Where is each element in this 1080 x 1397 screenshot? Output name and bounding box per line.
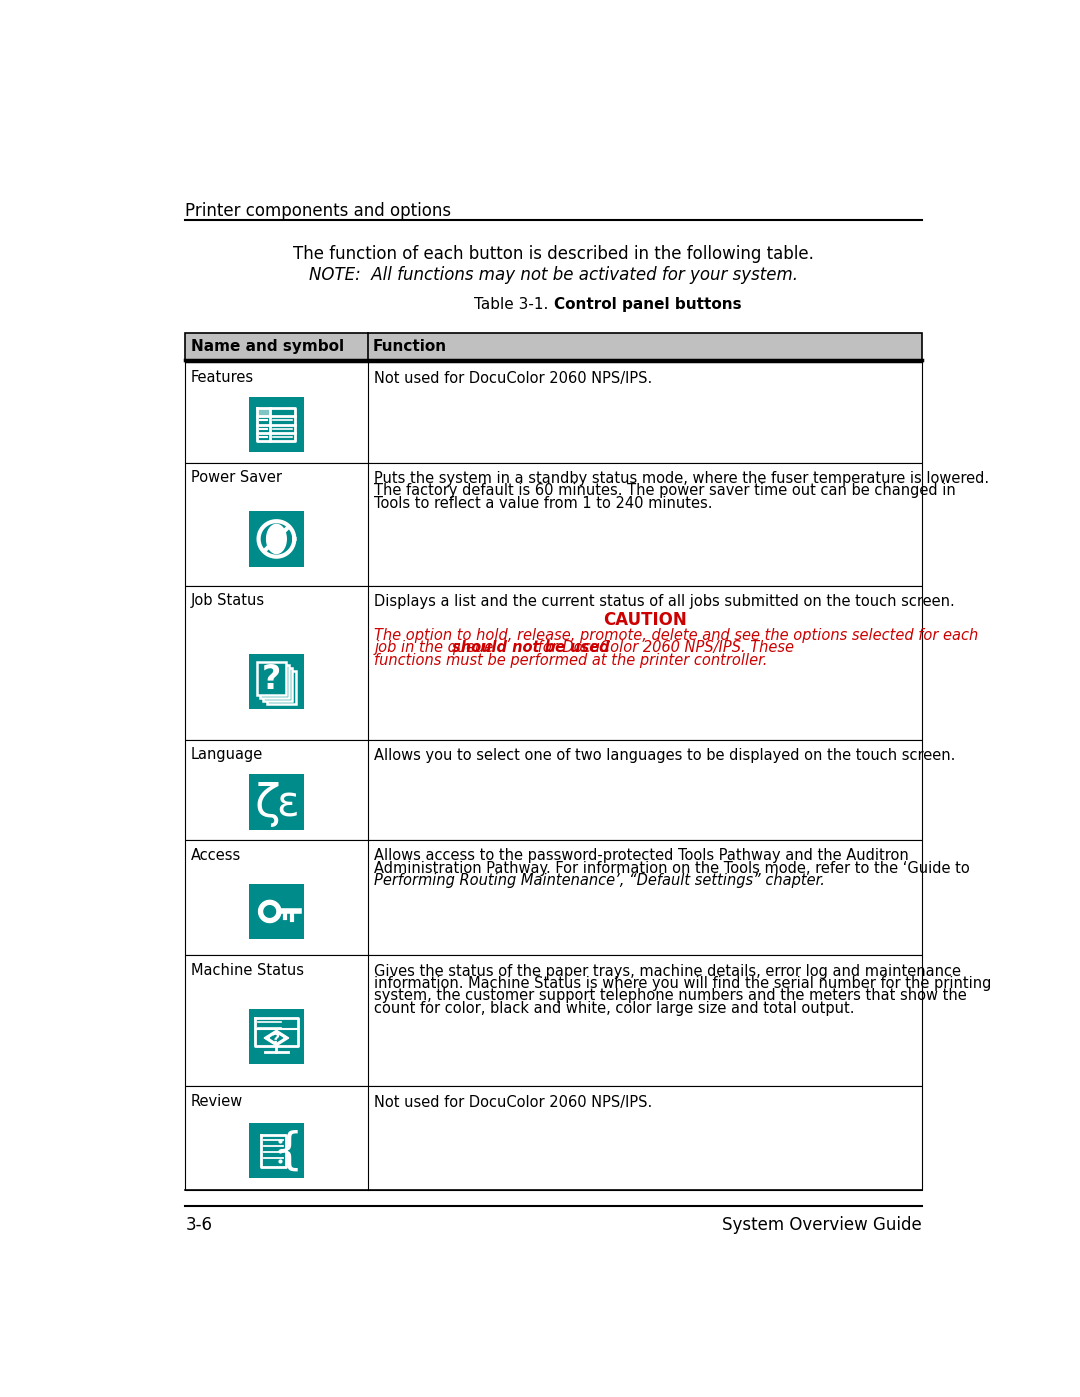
Text: The factory default is 60 minutes. The power saver time out can be changed in: The factory default is 60 minutes. The p… (375, 483, 956, 499)
Text: ?: ? (272, 1032, 281, 1046)
Text: Administration Pathway. For information on the Tools mode, refer to the ‘Guide t: Administration Pathway. For information … (375, 861, 970, 876)
Text: functions must be performed at the printer controller.: functions must be performed at the print… (375, 652, 768, 668)
Text: should not be used: should not be used (451, 640, 609, 655)
Bar (186, 462, 921, 585)
Text: Allows you to select one of two languages to be displayed on the touch screen.: Allows you to select one of two language… (375, 749, 956, 763)
Bar (186, 362, 921, 462)
Text: Access: Access (191, 848, 241, 862)
Text: count for color, black and white, color large size and total output.: count for color, black and white, color … (375, 1000, 855, 1016)
Polygon shape (270, 1034, 283, 1042)
Bar (248, 511, 305, 567)
Bar (186, 334, 921, 360)
Text: Language: Language (191, 747, 264, 763)
Text: job in the queue: job in the queue (375, 640, 499, 655)
Polygon shape (264, 905, 275, 918)
Text: ε: ε (276, 784, 298, 826)
Text: system, the customer support telephone numbers and the meters that show the: system, the customer support telephone n… (375, 989, 968, 1003)
Text: Features: Features (191, 370, 254, 386)
Text: ?: ? (262, 664, 282, 696)
Text: Printer components and options: Printer components and options (186, 203, 451, 221)
Text: Not used for DocuColor 2060 NPS/IPS.: Not used for DocuColor 2060 NPS/IPS. (375, 372, 652, 386)
Bar (260, 665, 289, 698)
Text: System Overview Guide: System Overview Guide (721, 1217, 921, 1235)
Bar (248, 884, 305, 939)
Bar (186, 585, 921, 740)
Text: NOTE:  All functions may not be activated for your system.: NOTE: All functions may not be activated… (309, 267, 798, 284)
Bar (258, 409, 270, 416)
Text: Control panel buttons: Control panel buttons (554, 298, 741, 312)
Bar (248, 1009, 305, 1065)
Text: Allows access to the password-protected Tools Pathway and the Auditron: Allows access to the password-protected … (375, 848, 909, 863)
Text: Power Saver: Power Saver (191, 471, 282, 485)
Text: Performing Routing Maintenance’, “Default settings” chapter.: Performing Routing Maintenance’, “Defaul… (375, 873, 825, 888)
Polygon shape (265, 1030, 288, 1046)
Text: The function of each button is described in the following table.: The function of each button is described… (293, 244, 814, 263)
Text: ζ: ζ (254, 782, 280, 827)
Text: Puts the system in a standby status mode, where the fuser temperature is lowered: Puts the system in a standby status mode… (375, 471, 989, 486)
Text: Function: Function (373, 339, 447, 355)
Text: {: { (274, 1129, 302, 1172)
Bar (186, 956, 921, 1087)
Text: Machine Status: Machine Status (191, 963, 303, 978)
Text: Gives the status of the paper trays, machine details, error log and maintenance: Gives the status of the paper trays, mac… (375, 964, 961, 979)
Bar (257, 662, 286, 694)
Text: Table 3-1.: Table 3-1. (474, 298, 554, 312)
Bar (186, 1087, 921, 1190)
Bar (248, 397, 305, 453)
Bar (264, 668, 293, 701)
Text: The option to hold, release, promote, delete and see the options selected for ea: The option to hold, release, promote, de… (375, 629, 978, 643)
Text: Displays a list and the current status of all jobs submitted on the touch screen: Displays a list and the current status o… (375, 594, 955, 609)
Polygon shape (258, 901, 281, 922)
Text: for DocuColor 2060 NPS/IPS. These: for DocuColor 2060 NPS/IPS. These (534, 640, 794, 655)
Text: Not used for DocuColor 2060 NPS/IPS.: Not used for DocuColor 2060 NPS/IPS. (375, 1095, 652, 1109)
Bar (248, 774, 305, 830)
Text: Job Status: Job Status (191, 594, 265, 609)
Bar (267, 671, 296, 704)
Text: information. Machine Status is where you will find the serial number for the pri: information. Machine Status is where you… (375, 977, 991, 990)
Text: Tools to reflect a value from 1 to 240 minutes.: Tools to reflect a value from 1 to 240 m… (375, 496, 713, 511)
Bar (248, 1123, 305, 1179)
Bar (248, 654, 305, 708)
Bar (186, 740, 921, 840)
Polygon shape (267, 524, 286, 553)
Text: Name and symbol: Name and symbol (191, 339, 343, 355)
Text: Review: Review (191, 1094, 243, 1109)
Bar (186, 840, 921, 956)
Text: CAUTION: CAUTION (603, 610, 687, 629)
Text: 3-6: 3-6 (186, 1217, 213, 1235)
